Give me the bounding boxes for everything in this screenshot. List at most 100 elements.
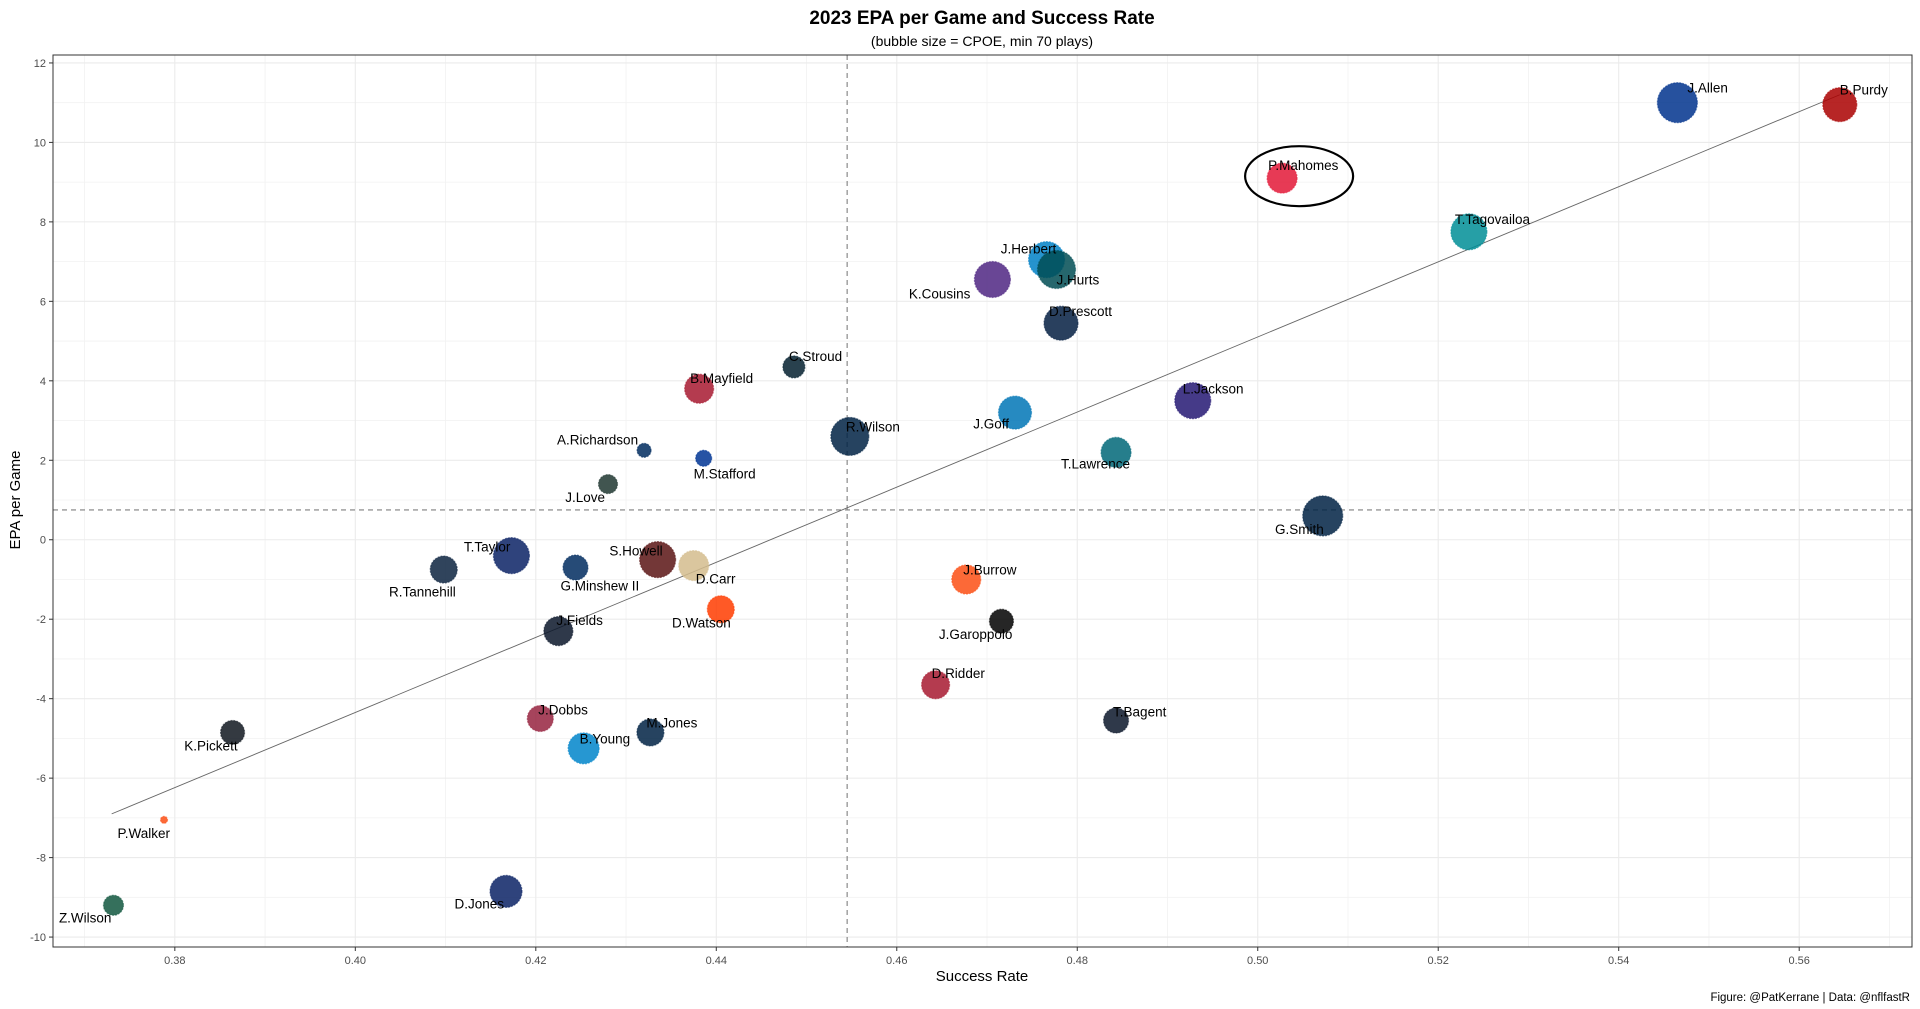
y-tick-label: -4	[36, 694, 46, 706]
bubble-d-jones	[489, 874, 523, 908]
bubble-g-smith	[1302, 495, 1344, 537]
y-tick-label: -8	[36, 853, 46, 865]
bubble-j-goff	[997, 395, 1033, 430]
label-b-purdy: B.Purdy	[1840, 83, 1888, 98]
x-tick-label: 0.42	[525, 955, 546, 967]
trend-line-group	[111, 94, 1840, 815]
bubble-r-wilson	[830, 416, 870, 457]
label-r-wilson: R.Wilson	[846, 419, 900, 434]
label-m-stafford: M.Stafford	[694, 466, 756, 481]
plot-frame	[52, 54, 1913, 948]
highlight-group	[1244, 145, 1355, 208]
plot-panel	[53, 55, 1912, 947]
bubble-t-tagovailoa	[1450, 213, 1488, 251]
label-r-tannehill: R.Tannehill	[389, 585, 456, 600]
highlight-ellipse	[1244, 145, 1355, 208]
label-j-love: J.Love	[565, 490, 605, 505]
label-l-jackson: L.Jackson	[1183, 382, 1244, 397]
bubble-b-young	[567, 732, 600, 765]
x-tick-label: 0.50	[1247, 955, 1268, 967]
label-d-jones: D.Jones	[454, 896, 504, 911]
bubble-k-cousins	[973, 260, 1012, 299]
bubble-b-mayfield	[684, 373, 715, 404]
bubble-t-taylor	[492, 537, 531, 575]
label-m-jones: M.Jones	[646, 715, 697, 730]
y-tick-label: -10	[30, 932, 46, 944]
label-d-carr: D.Carr	[696, 572, 736, 587]
chart-subtitle: (bubble size = CPOE, min 70 plays)	[871, 33, 1093, 49]
bubble-k-pickett	[219, 719, 246, 746]
x-tick-label: 0.46	[886, 955, 907, 967]
label-p-mahomes: P.Mahomes	[1268, 158, 1339, 173]
label-s-howell: S.Howell	[609, 544, 662, 559]
label-p-walker: P.Walker	[117, 826, 170, 841]
label-d-prescott: D.Prescott	[1049, 304, 1112, 319]
y-tick-label: 8	[40, 217, 46, 229]
label-j-goff: J.Goff	[973, 417, 1009, 432]
label-j-allen: J.Allen	[1687, 81, 1728, 96]
label-z-wilson: Z.Wilson	[59, 910, 112, 925]
y-axis-title: EPA per Game	[7, 451, 24, 550]
label-j-garoppolo: J.Garoppolo	[939, 627, 1013, 642]
y-tick-label: -2	[36, 614, 46, 626]
label-d-watson: D.Watson	[672, 615, 731, 630]
label-b-young: B.Young	[580, 731, 631, 746]
major-gridlines	[53, 55, 1912, 947]
y-tick-label: 6	[40, 296, 46, 308]
y-tick-label: 10	[34, 137, 46, 149]
y-tick-label: 4	[40, 376, 46, 388]
x-tick-label: 0.56	[1788, 955, 1809, 967]
x-tick-label: 0.40	[345, 955, 366, 967]
point-labels: J.Allen B.Purdy P.Mahomes T.Tagovailoa J.Her…	[59, 81, 1888, 926]
bubble-d-ridder	[920, 670, 951, 700]
y-tick-label: 12	[34, 58, 46, 70]
label-j-herbert: J.Herbert	[1001, 242, 1057, 257]
chart-title: 2023 EPA per Game and Success Rate	[809, 8, 1154, 29]
x-axis-ticks: 0.38 0.40 0.42 0.44 0.46 0.48 0.50 0.52 0.54 0.56	[164, 947, 1810, 967]
bubble-b-purdy	[1822, 87, 1858, 123]
bubble-d-watson	[706, 595, 735, 624]
y-tick-label: -6	[36, 773, 46, 785]
bubble-z-wilson	[102, 894, 125, 916]
x-tick-label: 0.48	[1067, 955, 1088, 967]
bubble-l-jackson	[1174, 382, 1212, 420]
trend-line	[111, 94, 1840, 815]
x-tick-label: 0.54	[1608, 955, 1629, 967]
bubble-p-mahomes	[1266, 162, 1298, 194]
x-tick-label: 0.38	[164, 955, 185, 967]
bubble-m-stafford	[695, 449, 713, 467]
bubble-t-bagent	[1102, 707, 1130, 734]
bubble-c-stroud	[782, 355, 806, 379]
bubble-m-jones	[636, 718, 665, 747]
reference-lines	[53, 55, 1912, 947]
label-k-cousins: K.Cousins	[909, 286, 971, 301]
label-j-fields: J.Fields	[556, 613, 603, 628]
label-g-smith: G.Smith	[1275, 522, 1324, 537]
bubble-j-dobbs	[526, 704, 554, 733]
y-tick-label: 0	[40, 535, 46, 547]
bubble-g-minshew-ii	[562, 554, 589, 581]
bubble-t-lawrence	[1100, 436, 1132, 468]
bubble-d-carr	[678, 549, 710, 582]
bubble-j-burrow	[951, 564, 982, 595]
x-tick-label: 0.44	[706, 955, 727, 967]
label-g-minshew-ii: G.Minshew II	[561, 579, 640, 594]
minor-gridlines	[53, 55, 1912, 947]
data-points	[102, 82, 1858, 916]
y-axis-ticks: -10 -8 -6 -4 -2 0 2 4 6 8 10 12	[30, 58, 53, 944]
bubble-s-howell	[639, 541, 677, 579]
label-j-hurts: J.Hurts	[1056, 273, 1099, 288]
label-c-stroud: C.Stroud	[789, 349, 842, 364]
label-b-mayfield: B.Mayfield	[690, 371, 753, 386]
label-d-ridder: D.Ridder	[932, 666, 986, 681]
bubble-p-walker	[159, 815, 169, 824]
x-tick-label: 0.52	[1428, 955, 1449, 967]
y-tick-label: 2	[40, 455, 46, 467]
label-t-tagovailoa: T.Tagovailoa	[1455, 212, 1531, 227]
label-t-taylor: T.Taylor	[464, 540, 511, 555]
bubble-a-richardson	[636, 442, 652, 458]
label-j-dobbs: J.Dobbs	[538, 703, 588, 718]
label-k-pickett: K.Pickett	[184, 738, 238, 753]
bubble-j-fields	[543, 616, 574, 647]
